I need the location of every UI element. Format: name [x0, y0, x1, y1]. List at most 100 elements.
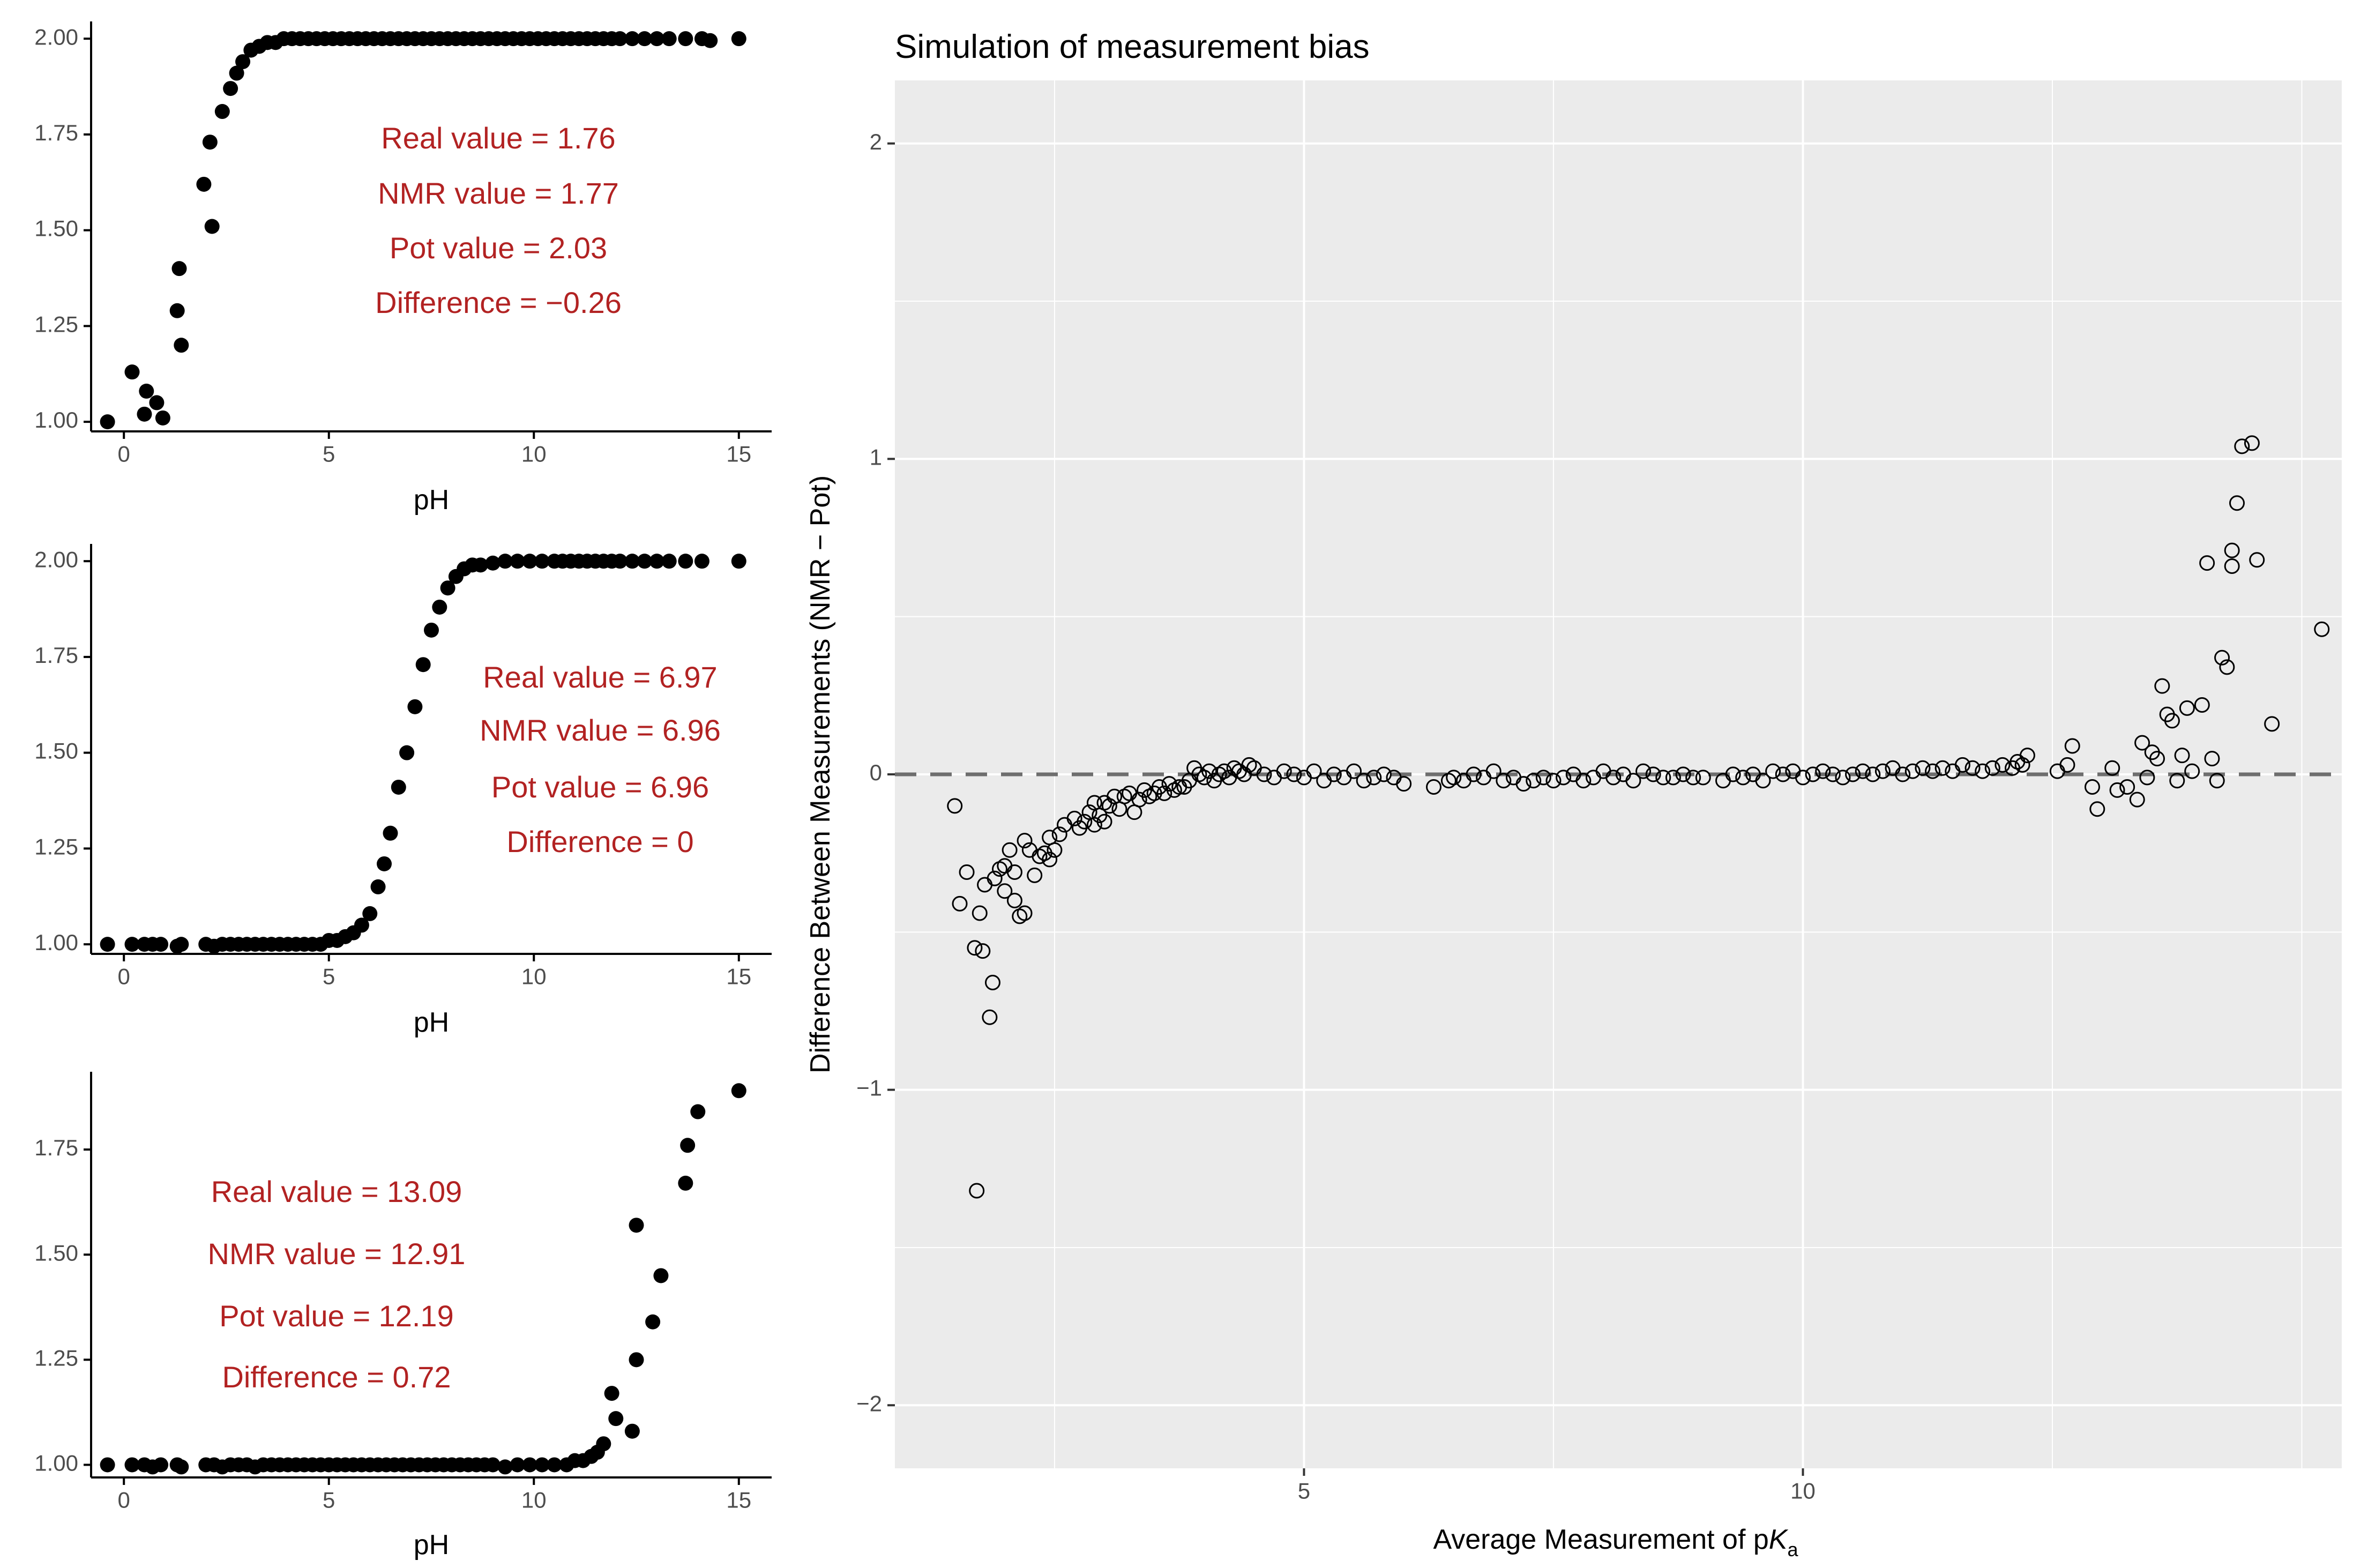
top-left-data-point — [637, 31, 652, 47]
right-data-point — [1934, 760, 1951, 776]
right-data-point — [2129, 792, 2145, 808]
bottom-left-data-point — [678, 1175, 693, 1191]
right-data-point — [1665, 770, 1681, 786]
right-data-point — [1201, 763, 1217, 779]
panel-middle-left: 1.00 1.25 1.50 1.75 2.00 0 5 10 15 pH Real valu… — [34, 544, 772, 1038]
right-data-point — [1915, 760, 1931, 776]
right-data-point — [1256, 766, 1272, 782]
bottom-left-data-point — [680, 1138, 696, 1153]
right-data-point — [2229, 495, 2245, 511]
middle-left-data-point — [370, 879, 386, 894]
bottom-left-y-tick-label: 1.50 — [34, 1240, 78, 1265]
middle-left-data-point — [473, 557, 488, 573]
panel-middle-left-annotation-nmr: NMR value = 6.96 — [480, 713, 721, 747]
right-data-point — [1635, 763, 1652, 779]
right-data-point — [1556, 770, 1572, 786]
middle-left-data-point — [694, 554, 709, 569]
top-left-data-point — [703, 33, 718, 48]
right-x-axis-title: Average Measurement of pKa — [1433, 1524, 1798, 1560]
right-data-point — [1815, 763, 1831, 779]
middle-left-data-point — [377, 856, 392, 871]
right-y-axis-title: Difference Between Measurements (NMR − P… — [805, 475, 836, 1073]
bottom-left-data-point — [174, 1459, 189, 1475]
middle-left-data-point — [153, 937, 169, 952]
top-left-data-point — [624, 31, 640, 47]
right-data-point — [1685, 770, 1701, 786]
right-data-point — [2089, 801, 2105, 817]
middle-left-data-point — [678, 554, 693, 569]
middle-left-data-point — [731, 554, 746, 569]
bottom-left-data-point — [596, 1436, 611, 1452]
right-data-point — [2119, 779, 2135, 795]
right-data-point — [2224, 542, 2240, 558]
middle-left-x-tick-label: 15 — [726, 964, 751, 989]
bottom-left-data-point — [485, 1457, 501, 1473]
middle-left-y-tick-label: 1.50 — [34, 738, 78, 764]
bottom-left-data-point — [522, 1457, 537, 1473]
panel-top-left-annotation-difference: Difference = −0.26 — [375, 286, 622, 319]
bottom-left-y-tick-label: 1.25 — [34, 1345, 78, 1370]
top-left-data-point — [229, 65, 244, 81]
middle-left-data-point — [624, 554, 640, 569]
panel-middle-left-y-ticks: 1.00 1.25 1.50 1.75 2.00 — [34, 547, 91, 955]
middle-left-x-tick-label: 5 — [323, 964, 335, 989]
right-data-point — [2059, 757, 2075, 773]
panel-top-left: 1.00 1.25 1.50 1.75 2.00 0 5 10 15 pH Real valu… — [34, 21, 772, 516]
right-data-point — [1077, 813, 1093, 830]
right-data-point — [1006, 864, 1022, 880]
right-data-point — [1326, 766, 1342, 782]
right-data-point — [2264, 716, 2280, 732]
right-data-point — [997, 883, 1013, 899]
right-data-point — [1874, 763, 1891, 779]
right-data-point — [1017, 905, 1033, 921]
bottom-left-data-point — [547, 1457, 562, 1473]
top-left-x-tick-label: 15 — [726, 441, 751, 466]
top-left-data-point — [214, 104, 230, 120]
top-left-y-tick-label: 1.25 — [34, 311, 78, 337]
right-data-point — [1795, 770, 1811, 786]
middle-left-data-point — [124, 937, 140, 952]
middle-left-x-tick-label: 0 — [118, 964, 130, 989]
middle-left-data-point — [522, 554, 537, 569]
bottom-left-data-point — [100, 1457, 115, 1473]
middle-left-data-point — [432, 599, 447, 615]
right-x-axis-title-main: Average Measurement of p — [1433, 1524, 1768, 1555]
right-data-point — [1066, 810, 1082, 826]
middle-left-data-point — [440, 580, 455, 596]
right-data-point — [2174, 748, 2190, 764]
right-data-point — [982, 1009, 998, 1025]
right-data-point — [1984, 760, 2000, 776]
bottom-left-data-point — [624, 1423, 640, 1439]
right-data-point — [1605, 770, 1622, 786]
right-data-point — [1954, 757, 1970, 773]
top-left-data-point — [202, 135, 218, 150]
bottom-left-x-tick-label: 10 — [521, 1487, 547, 1512]
right-chart-title: Simulation of measurement bias — [895, 28, 1370, 65]
panel-bottom-left-x-ticks: 0 5 10 15 — [118, 1477, 751, 1512]
right-data-point — [1485, 763, 1502, 779]
top-left-data-point — [171, 261, 187, 277]
top-left-x-tick-label: 10 — [521, 441, 547, 466]
bottom-left-data-point — [731, 1083, 746, 1099]
middle-left-data-point — [485, 555, 501, 571]
right-data-point — [1446, 770, 1462, 786]
middle-left-y-tick-label: 1.00 — [34, 930, 78, 955]
right-data-point — [972, 905, 988, 921]
top-left-data-point — [661, 31, 677, 47]
right-data-point — [1086, 817, 1102, 833]
panel-top-left-x-ticks: 0 5 10 15 — [118, 431, 751, 466]
right-data-point — [1895, 766, 1911, 782]
right-data-point — [952, 895, 968, 912]
right-data-point — [967, 940, 983, 956]
right-data-point — [1096, 813, 1112, 830]
right-data-point — [2139, 770, 2155, 786]
right-data-point — [1156, 785, 1172, 801]
right-y-ticks: −2 −1 0 1 2 — [856, 129, 895, 1416]
right-data-point — [1925, 763, 1941, 779]
bottom-left-y-tick-label: 1.00 — [34, 1451, 78, 1476]
right-data-point — [2104, 760, 2120, 776]
right-data-point — [2249, 552, 2265, 568]
right-data-point — [1995, 757, 2011, 773]
right-data-point — [1964, 760, 1981, 776]
